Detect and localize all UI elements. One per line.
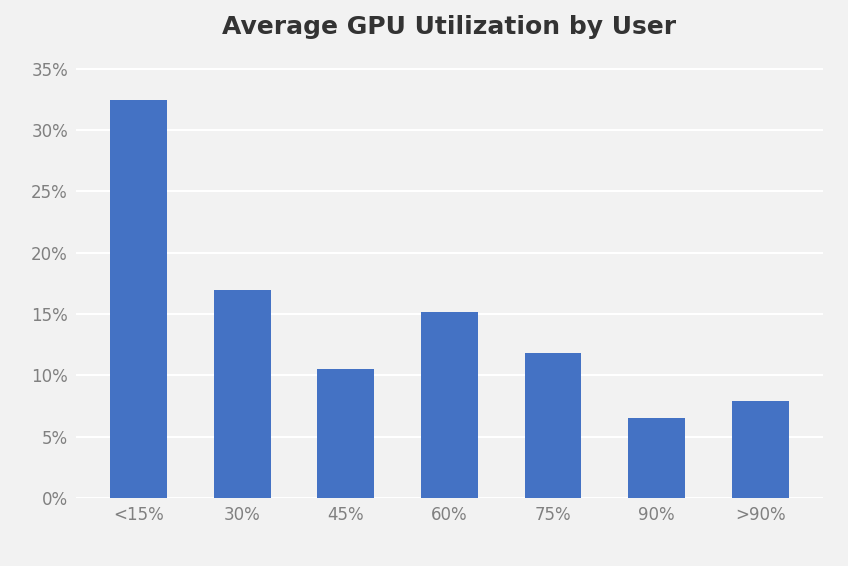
Bar bbox=[525, 353, 582, 498]
Bar bbox=[421, 312, 478, 498]
Bar bbox=[628, 418, 685, 498]
Bar bbox=[110, 100, 167, 498]
Bar bbox=[732, 401, 789, 498]
Bar bbox=[214, 290, 271, 498]
Title: Average GPU Utilization by User: Average GPU Utilization by User bbox=[222, 15, 677, 40]
Bar bbox=[317, 370, 374, 498]
